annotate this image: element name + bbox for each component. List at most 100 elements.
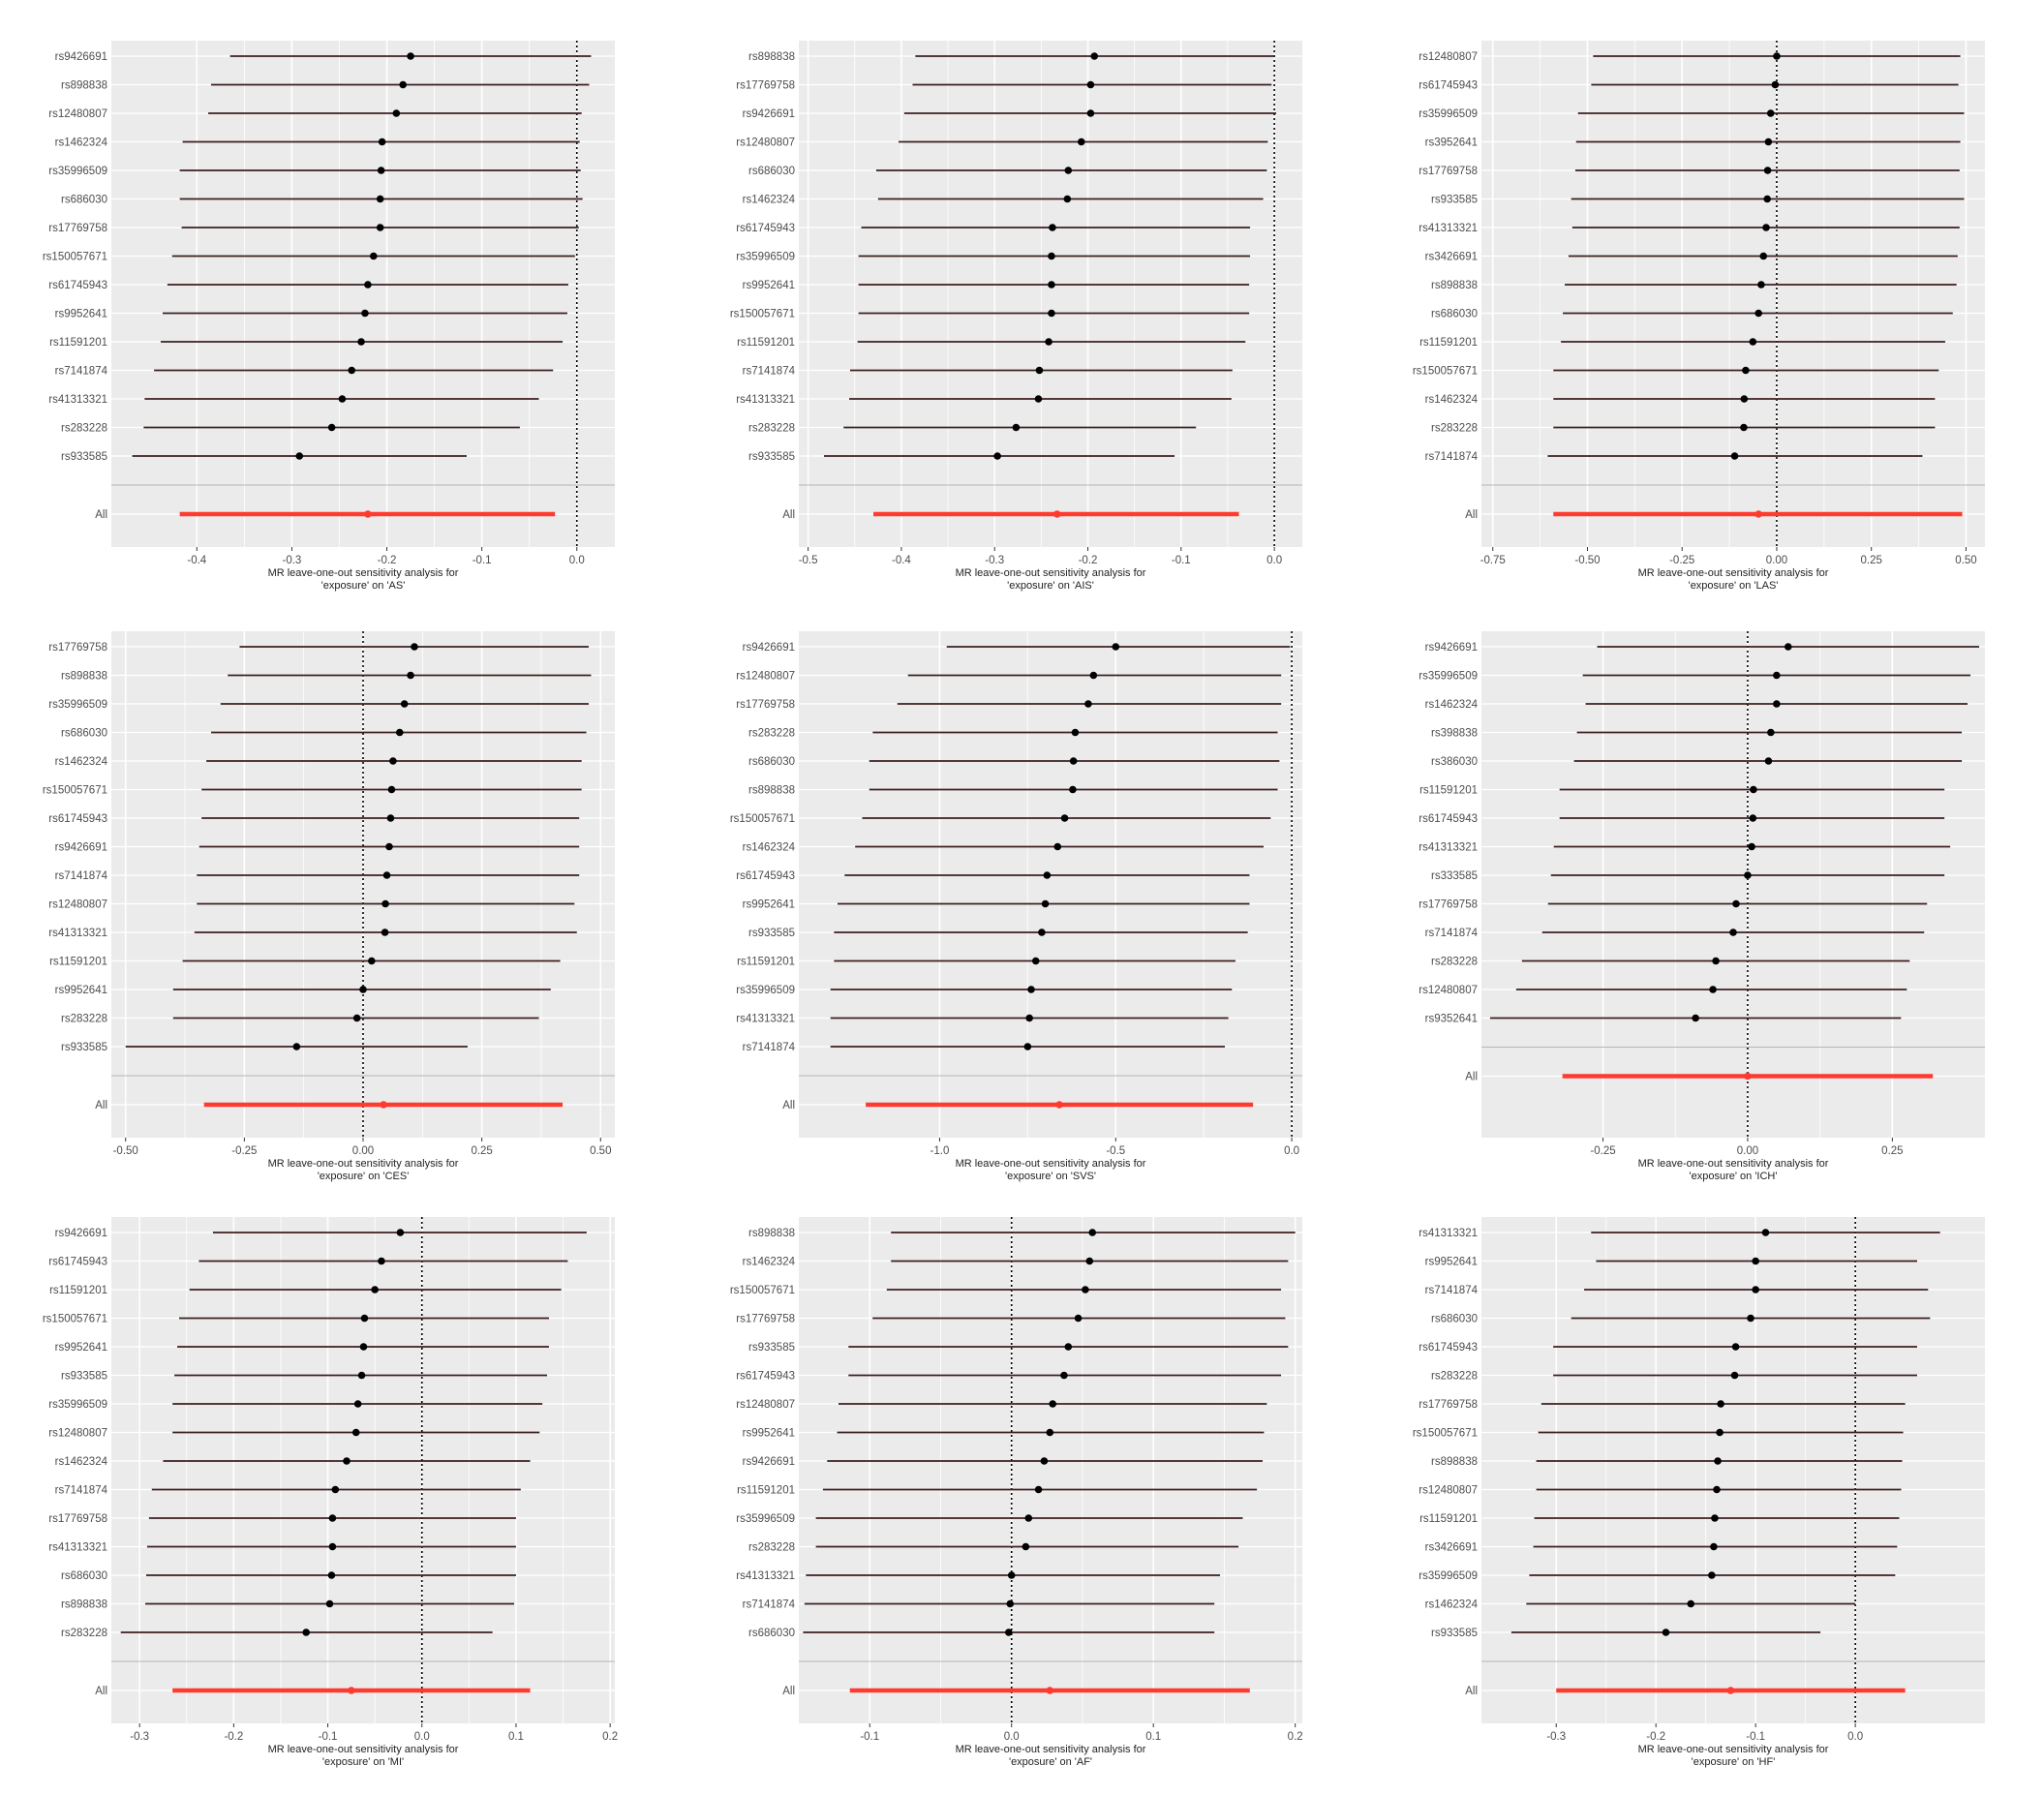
x-axis-label-line1: MR leave-one-out sensitivity analysis fo… (1638, 567, 1829, 579)
snp-label: rs11591201 (737, 1485, 795, 1497)
estimate-point (1729, 928, 1737, 936)
snp-label: rs11591201 (1419, 785, 1478, 797)
plot-background (799, 41, 1302, 547)
snp-label: rs61745943 (1419, 80, 1478, 92)
x-tick-label: -0.3 (283, 555, 302, 566)
x-tick-label: -0.25 (1669, 555, 1694, 566)
plot-background (111, 41, 615, 547)
x-axis-label-line1: MR leave-one-out sensitivity analysis fo… (268, 567, 459, 579)
estimate-point (348, 366, 356, 375)
snp-label: rs150057671 (1413, 366, 1478, 378)
snp-label: rs17769758 (48, 223, 107, 234)
snp-label: rs3426691 (1425, 1542, 1478, 1554)
snp-label: rs1462324 (743, 842, 796, 854)
estimate-point (1060, 814, 1069, 822)
snp-label: rs12480807 (48, 1428, 107, 1440)
estimate-point (1740, 395, 1749, 403)
snp-label: rs9426691 (743, 1456, 795, 1468)
snp-label: rs150057671 (730, 1285, 795, 1296)
estimate-point (1687, 1599, 1695, 1608)
estimate-point (1710, 1542, 1718, 1551)
overall-estimate-point (1726, 1687, 1735, 1694)
x-tick-label: 0.50 (1955, 555, 1976, 566)
estimate-point (1773, 52, 1781, 60)
estimate-point (1063, 195, 1072, 203)
estimate-point (325, 1599, 334, 1608)
estimate-point (1773, 700, 1781, 708)
snp-label: rs898838 (748, 51, 795, 63)
snp-label: rs933585 (61, 1371, 107, 1383)
estimate-point (385, 842, 393, 851)
x-axis-label-line2: 'exposure' on 'CES' (318, 1171, 410, 1182)
snp-label: rs7141874 (743, 366, 796, 378)
snp-label: rs686030 (748, 756, 795, 768)
estimate-point (1048, 281, 1055, 289)
snp-label: rs9426691 (743, 108, 795, 120)
estimate-point (1060, 1371, 1068, 1380)
x-axis-label-line1: MR leave-one-out sensitivity analysis fo… (1638, 1158, 1829, 1170)
snp-label: rs933585 (1431, 195, 1478, 206)
snp-label: rs1462324 (743, 1257, 796, 1268)
snp-label: rs933585 (748, 1342, 795, 1354)
plot-background (111, 1217, 615, 1723)
snp-label: rs933585 (1431, 1628, 1478, 1639)
snp-label: rs283228 (748, 728, 795, 740)
estimate-point (1012, 423, 1021, 432)
estimate-point (327, 423, 336, 432)
snp-label: rs3426691 (1425, 252, 1478, 263)
estimate-point (343, 1457, 351, 1465)
estimate-point (376, 224, 384, 231)
forest-plot-svg: rs898838 rs1462324 rs150057671 rs17769758 rs… (730, 1217, 1303, 1768)
x-axis-label-line1: MR leave-one-out sensitivity analysis fo… (956, 567, 1146, 579)
snp-label: rs11591201 (49, 1285, 107, 1296)
snp-label: rs41313321 (736, 394, 795, 406)
estimate-point (1034, 1485, 1043, 1494)
estimate-point (1754, 309, 1762, 318)
overall-label: All (782, 1100, 795, 1111)
snp-label: rs12480807 (736, 1399, 795, 1411)
estimate-point (1749, 338, 1757, 346)
snp-label: rs11591201 (49, 957, 107, 968)
x-axis-label-line1: MR leave-one-out sensitivity analysis fo… (1638, 1744, 1829, 1755)
estimate-point (1023, 1043, 1032, 1050)
estimate-point (1764, 137, 1773, 146)
estimate-point (411, 643, 418, 651)
snp-label: rs35996509 (1419, 671, 1478, 683)
x-tick-label: 0.25 (1881, 1145, 1903, 1157)
x-tick-label: 0.1 (1145, 1731, 1161, 1743)
x-axis-label-line2: 'exposure' on 'HF' (1692, 1756, 1776, 1768)
snp-label: rs1462324 (743, 195, 796, 206)
estimate-point (1771, 80, 1780, 89)
snp-label: rs11591201 (1419, 1513, 1478, 1525)
x-tick-label: -0.75 (1480, 555, 1506, 566)
estimate-point (1071, 728, 1080, 737)
estimate-point (328, 1542, 337, 1551)
estimate-point (1716, 1428, 1724, 1437)
estimate-point (361, 309, 369, 318)
estimate-point (1064, 1343, 1073, 1351)
snp-label: rs61745943 (736, 1371, 795, 1383)
estimate-point (1717, 1400, 1724, 1408)
snp-label: rs9952641 (743, 280, 795, 291)
estimate-point (1064, 167, 1073, 174)
estimate-point (1049, 224, 1056, 231)
estimate-point (1713, 1485, 1721, 1494)
estimate-point (1763, 195, 1771, 203)
estimate-point (1742, 366, 1750, 375)
snp-label: rs898838 (1431, 1456, 1478, 1468)
forest-plot-svg: rs9426691 rs898838 rs12480807 rs1462324 rs35… (43, 41, 615, 592)
estimate-point (1046, 1428, 1054, 1437)
snp-label: rs41313321 (48, 394, 107, 406)
estimate-point (328, 1514, 337, 1522)
estimate-point (1730, 452, 1739, 460)
x-tick-label: 0.0 (1004, 1731, 1020, 1743)
snp-label: rs41313321 (1419, 842, 1478, 854)
snp-label: rs61745943 (1419, 813, 1478, 825)
estimate-point (1043, 871, 1052, 879)
x-tick-label: 0.00 (1766, 555, 1787, 566)
x-axis-label-line2: 'exposure' on 'AF' (1009, 1756, 1092, 1768)
estimate-point (389, 757, 397, 765)
estimate-point (1784, 643, 1792, 651)
estimate-point (381, 928, 389, 936)
snp-label: rs283228 (61, 1014, 107, 1025)
